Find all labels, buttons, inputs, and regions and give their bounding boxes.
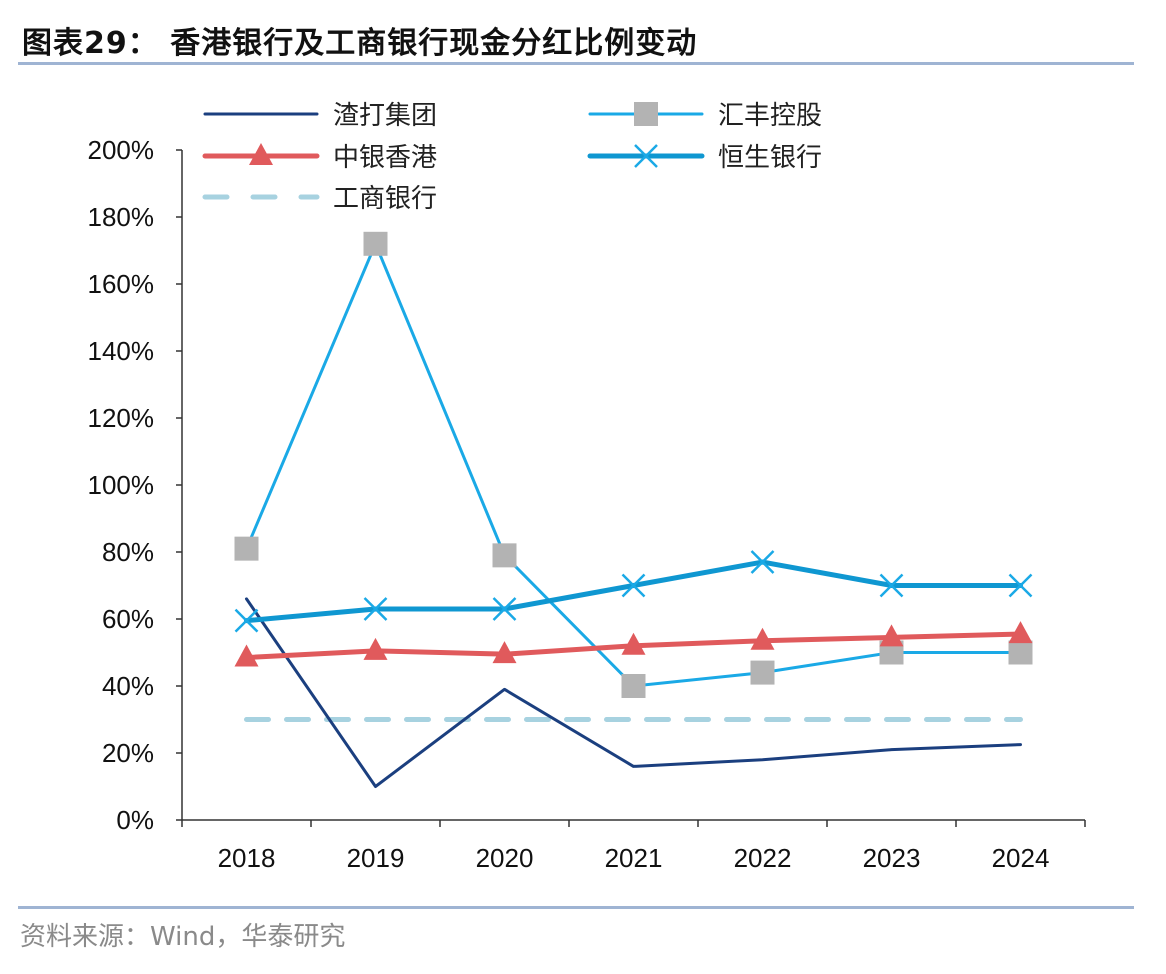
legend-label: 汇丰控股 (718, 101, 822, 131)
y-tick-label: 140% (88, 336, 155, 366)
x-marker-stroke (750, 550, 775, 574)
data-point-3 (750, 550, 775, 574)
source-divider (18, 906, 1134, 909)
data-point-2 (363, 637, 388, 660)
data-point-2 (492, 641, 517, 664)
data-point-3 (1008, 573, 1033, 598)
series-lines (244, 242, 1023, 788)
data-point-3 (234, 608, 259, 633)
data-point-1 (621, 674, 646, 698)
x-tick-label: 2022 (734, 843, 792, 873)
title-divider (18, 62, 1134, 65)
legend-item: 恒生银行 (587, 143, 822, 173)
legend-marker (634, 144, 658, 168)
data-point-2 (750, 627, 775, 650)
y-tick-label: 180% (88, 202, 155, 232)
legend-item: 工商银行 (202, 184, 437, 214)
x-tick-label: 2020 (476, 843, 534, 873)
y-tick-label: 0% (116, 805, 154, 835)
legend-label: 渣打集团 (333, 101, 437, 131)
legend-label: 工商银行 (333, 184, 437, 214)
legend-marker (634, 102, 658, 126)
figure-title: 图表29： 香港银行及工商银行现金分红比例变动 (22, 26, 698, 61)
x-marker-stroke (879, 573, 904, 598)
data-point-2 (234, 644, 259, 667)
x-marker-stroke (634, 144, 658, 168)
y-tick-label: 40% (102, 671, 154, 701)
data-point-3 (363, 597, 388, 621)
legend-marker (249, 143, 273, 165)
legend-label: 中银香港 (333, 143, 437, 173)
series-line-3 (244, 559, 1023, 624)
y-tick-label: 80% (102, 537, 154, 567)
series-line-0 (245, 597, 1022, 788)
y-tick-label: 100% (88, 470, 155, 500)
x-tick-label: 2023 (863, 843, 921, 873)
data-point-1 (1008, 640, 1033, 665)
y-tick-label: 160% (88, 269, 155, 299)
series-markers (234, 231, 1033, 698)
x-marker-stroke (492, 597, 517, 621)
data-point-2 (879, 624, 904, 647)
x-marker-stroke (621, 573, 646, 598)
x-tick-label: 2021 (605, 843, 663, 873)
axes: 0% 20% 40% 60% 80% 100% 120% 140% 160% 180% 200% 20… (88, 135, 1086, 873)
x-marker-stroke (363, 597, 388, 621)
data-point-3 (879, 573, 904, 598)
data-point-3 (621, 573, 646, 598)
x-marker-stroke (1008, 573, 1033, 598)
y-tick-label: 60% (102, 604, 154, 634)
x-marker-stroke (234, 608, 259, 633)
y-tick-label: 20% (102, 738, 154, 768)
series-line-1 (245, 242, 1022, 688)
x-tick-label: 2019 (347, 843, 405, 873)
data-point-1 (234, 536, 259, 561)
data-point-1 (363, 231, 388, 256)
data-point-2 (1008, 621, 1033, 644)
y-tick-label: 200% (88, 135, 155, 165)
y-tick-label: 120% (88, 403, 155, 433)
legend-item: 中银香港 (202, 143, 437, 173)
data-point-2 (621, 632, 646, 655)
source-note: 资料来源：Wind，华泰研究 (20, 922, 346, 952)
legend-item: 渣打集团 (203, 101, 437, 131)
x-tick-label: 2024 (992, 843, 1050, 873)
x-tick-label: 2018 (218, 843, 276, 873)
legend-label: 恒生银行 (718, 143, 822, 173)
data-point-1 (492, 543, 517, 568)
data-point-3 (492, 597, 517, 621)
data-point-1 (750, 660, 775, 685)
legend-item: 汇丰控股 (588, 101, 822, 131)
